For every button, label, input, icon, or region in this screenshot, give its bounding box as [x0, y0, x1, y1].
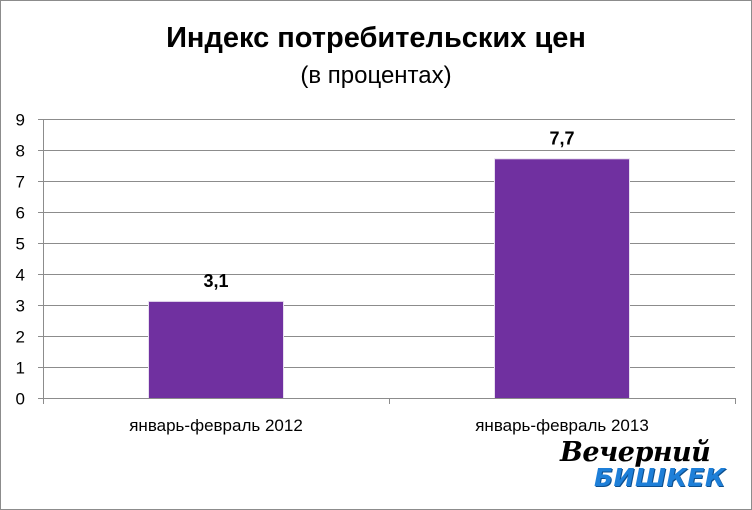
data-labels: 3,1 7,7 — [203, 128, 574, 291]
bar — [495, 159, 629, 398]
x-tick-labels: январь-февраль 2012 январь-февраль 2013 — [129, 416, 649, 435]
y-tick-label: 0 — [16, 390, 25, 409]
y-tick-label: 9 — [16, 111, 25, 130]
y-tick-label: 5 — [16, 235, 25, 254]
chart-title: Индекс потребительских цен — [166, 22, 586, 54]
y-tick-label: 8 — [16, 142, 25, 161]
grid-lines — [43, 119, 735, 368]
y-tick-label: 7 — [16, 173, 25, 192]
x-tick-label: январь-февраль 2013 — [475, 416, 649, 435]
bar — [149, 301, 283, 398]
data-label: 7,7 — [549, 128, 574, 148]
data-label: 3,1 — [203, 271, 228, 291]
chart-subtitle: (в процентах) — [300, 62, 452, 89]
logo-text-line1: Вечерний — [560, 437, 711, 468]
newspaper-logo: Вечерний БИШКЕК — [560, 438, 735, 494]
axes — [38, 119, 736, 404]
bars — [148, 158, 630, 398]
y-tick-label: 1 — [16, 359, 25, 378]
y-tick-labels: 0 1 2 3 4 5 6 7 8 9 — [16, 111, 25, 409]
logo-text-line2: БИШКЕК — [594, 463, 726, 492]
y-tick-label: 6 — [16, 204, 25, 223]
x-tick-label: январь-февраль 2012 — [129, 416, 303, 435]
y-tick-label: 3 — [16, 297, 25, 316]
y-tick-label: 2 — [16, 328, 25, 347]
y-tick-label: 4 — [16, 266, 25, 285]
